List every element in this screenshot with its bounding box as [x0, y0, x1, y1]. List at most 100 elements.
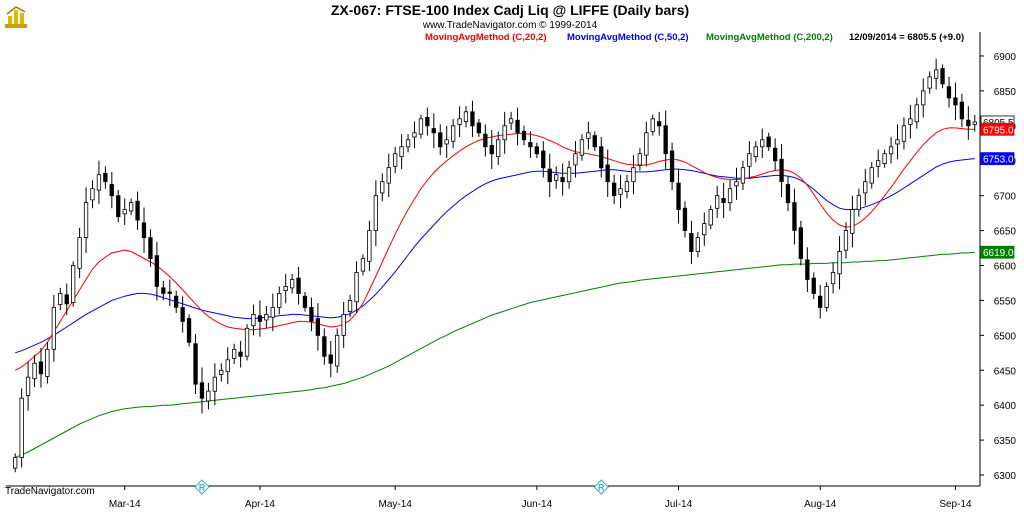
x-tick-label: Jun-14 — [522, 499, 553, 510]
date-axis: Mar-14 Apr-14 May-14 Jun-14 Jul-14 Aug-14 Sep-… — [109, 486, 972, 510]
candle-up — [71, 265, 76, 303]
candle-down — [431, 128, 436, 134]
brand-footer: TradeNavigator.com — [5, 486, 95, 497]
price-tag-box — [980, 152, 1015, 166]
candle-up — [341, 313, 346, 336]
candle-down — [599, 146, 604, 169]
candle-down — [148, 237, 153, 260]
candle-up — [747, 153, 752, 167]
candle-up — [702, 223, 707, 236]
candle-up — [586, 132, 591, 139]
candle-down — [663, 125, 668, 155]
candle-down — [64, 294, 69, 305]
candle-down — [135, 200, 140, 221]
candle-up — [624, 181, 630, 192]
price-tag-box — [980, 245, 1015, 259]
candle-down — [682, 207, 688, 231]
candle-up — [418, 118, 424, 135]
copyright-text: www.TradeNavigator.com © 1999-2014 — [422, 20, 598, 31]
candle-down — [141, 222, 147, 238]
candle-up — [83, 202, 89, 238]
ma200-series — [15, 251, 975, 459]
y-tick-label: 6450 — [994, 366, 1017, 377]
candle-up — [392, 153, 398, 167]
candle-down — [109, 184, 114, 197]
x-tick-label: Sep-14 — [939, 499, 972, 510]
event-marker-icon — [194, 479, 210, 495]
candle-up — [289, 279, 295, 289]
candle-up — [824, 285, 829, 308]
candle-down — [605, 164, 610, 183]
candle-down — [238, 351, 243, 357]
candle-up — [270, 306, 275, 318]
candle-up — [869, 167, 874, 184]
candle-up — [77, 237, 82, 269]
event-marker-label: R — [199, 483, 206, 493]
candle-up — [888, 146, 894, 155]
candle-up — [244, 327, 250, 357]
candle-down — [180, 306, 185, 322]
candle-down — [612, 182, 617, 197]
candle-down — [167, 291, 172, 294]
candle-up — [354, 272, 359, 303]
candle-up — [734, 181, 739, 187]
candle-down — [773, 147, 778, 162]
candle-down — [483, 133, 488, 148]
candle-down — [173, 295, 179, 308]
candle-down — [940, 68, 945, 85]
candle-up — [495, 139, 501, 158]
candle-up — [128, 202, 134, 212]
candle-up — [206, 390, 211, 402]
candle-up — [25, 376, 31, 396]
candle-down — [792, 202, 797, 231]
candle-up — [895, 139, 900, 145]
price-tag-label: 6619.0 — [983, 248, 1014, 259]
candle-up — [32, 362, 37, 380]
ma50-series — [15, 158, 975, 354]
candle-down — [302, 295, 308, 308]
legend-ma20: MovingAvgMethod (C,20,2) — [425, 32, 547, 43]
ma20-line — [14, 127, 975, 371]
candle-up — [508, 118, 514, 124]
candle-down — [199, 382, 205, 399]
candle-up — [876, 160, 881, 167]
candle-down — [309, 306, 314, 322]
candle-up — [618, 188, 623, 195]
candle-down — [425, 117, 430, 127]
y-tick-label: 6900 — [994, 52, 1017, 63]
candle-up — [122, 209, 127, 215]
candle-up — [753, 146, 758, 158]
candle-down — [676, 182, 681, 211]
candle-up — [830, 272, 836, 285]
candle-down — [328, 354, 333, 364]
candle-up — [727, 188, 733, 204]
candle-down — [322, 336, 327, 357]
y-tick-label: 6500 — [994, 331, 1017, 342]
x-tick-label: May-14 — [379, 499, 413, 510]
candle-up — [708, 209, 713, 226]
candle-down — [785, 184, 791, 204]
candle-down — [689, 232, 694, 252]
price-tag-box — [980, 122, 1015, 136]
x-tick-label: Jul-14 — [665, 499, 693, 510]
candle-down — [805, 259, 810, 280]
candle-down — [186, 318, 192, 343]
candle-down — [541, 150, 546, 169]
candle-up — [740, 167, 746, 184]
candle-up — [463, 111, 469, 123]
candle-up — [927, 76, 932, 89]
candle-up — [12, 457, 18, 469]
candle-up — [631, 167, 636, 183]
candle-up — [715, 195, 720, 209]
candle-down — [953, 97, 958, 106]
candle-up — [921, 90, 926, 106]
candle-down — [811, 277, 816, 294]
candle-up — [908, 118, 913, 125]
chart-title: ZX-067: FTSE-100 Index Cadj Liq @ LIFFE … — [330, 2, 690, 18]
candle-up — [347, 299, 353, 312]
candle-up — [650, 118, 655, 132]
candle-down — [766, 136, 771, 148]
y-tick-label: 6850 — [994, 87, 1017, 98]
candle-down — [521, 130, 527, 141]
